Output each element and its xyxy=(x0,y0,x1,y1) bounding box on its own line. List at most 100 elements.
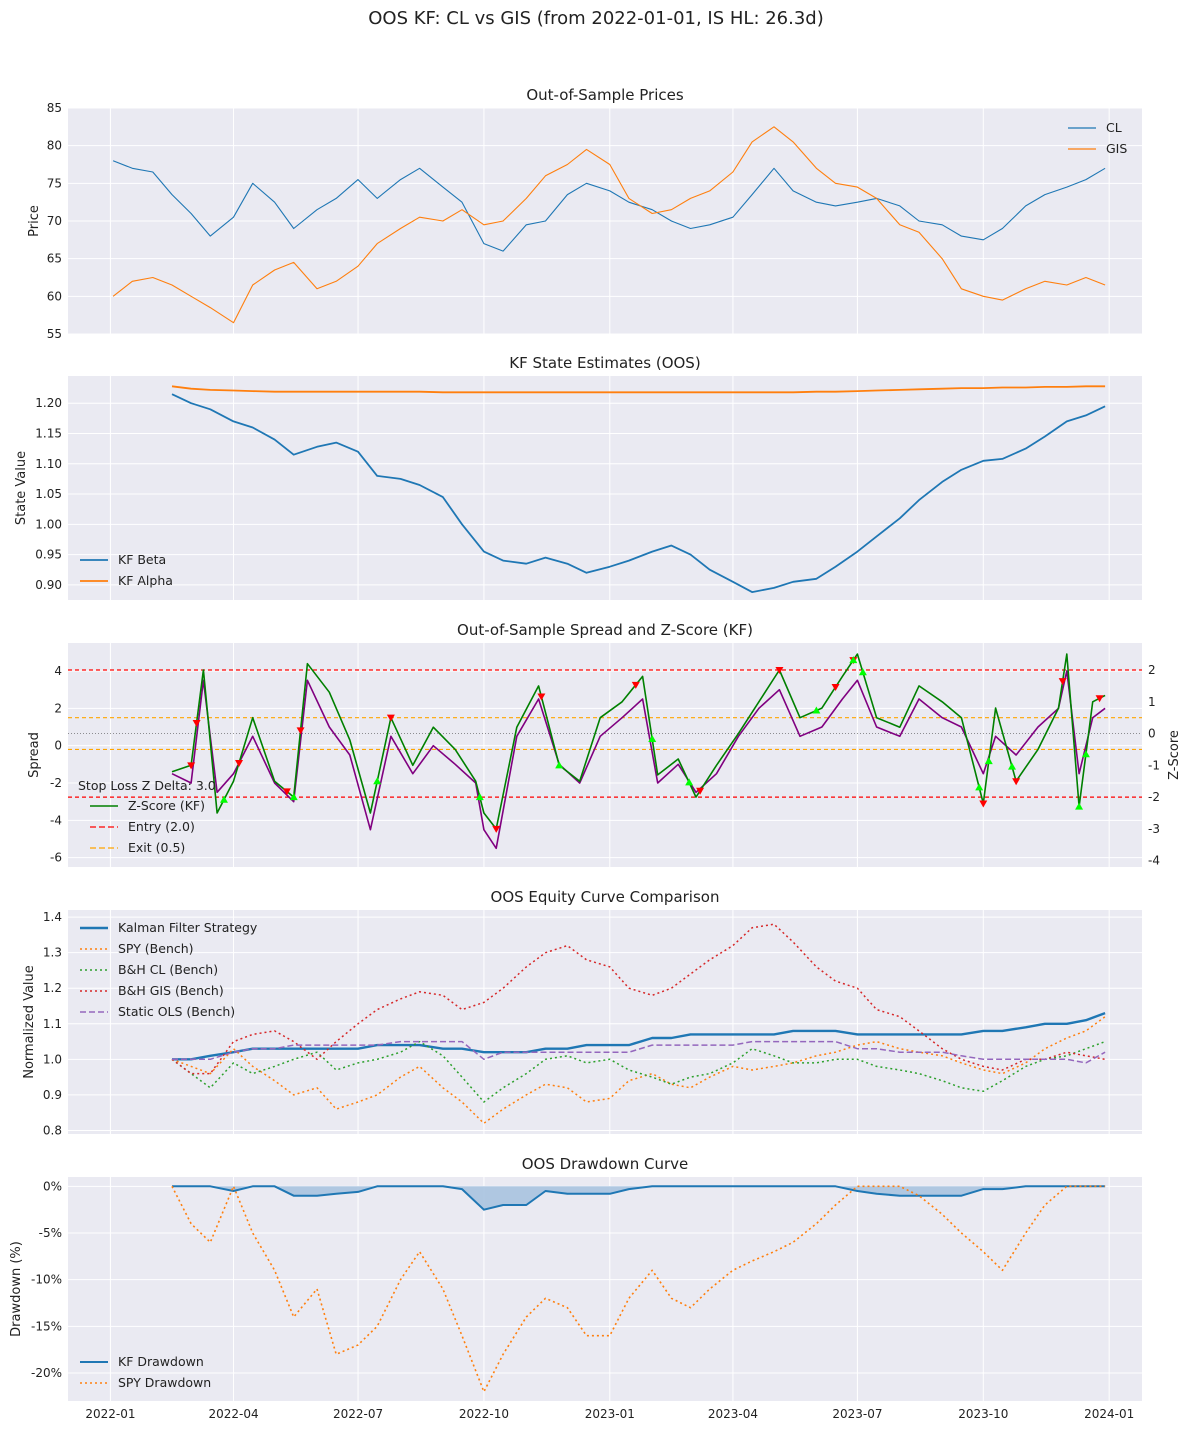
exit-marker xyxy=(648,735,657,743)
series-line-4 xyxy=(172,1040,1106,1064)
y-tick-label: -5% xyxy=(39,1226,62,1240)
legend-label: Exit (0.5) xyxy=(128,840,185,855)
x-tick-label: 2022-07 xyxy=(333,1407,383,1421)
y-right-tick-label: -2 xyxy=(1148,790,1160,804)
y-tick-label: 75 xyxy=(47,176,62,190)
y-axis-label: Normalized Value xyxy=(22,965,37,1079)
y-tick-label: 1.05 xyxy=(35,487,62,501)
series-line-0 xyxy=(172,1011,1106,1061)
exit-marker xyxy=(289,793,298,801)
entry-marker xyxy=(386,714,395,722)
exit-marker xyxy=(373,777,382,785)
y-tick-label: 0.95 xyxy=(35,548,62,562)
legend-label: B&H GIS (Bench) xyxy=(118,983,224,998)
exit-marker xyxy=(219,795,228,803)
y-tick-label: 1.15 xyxy=(35,427,62,441)
entry-marker xyxy=(1012,778,1021,786)
entry-marker xyxy=(979,800,988,808)
y-tick-label: 1.4 xyxy=(43,910,62,924)
panel-3: Out-of-Sample Spread and Z-Score (KF) -6 -… xyxy=(27,621,1182,868)
exit-marker xyxy=(1075,802,1084,810)
panel-2: KF State Estimates (OOS) 0.90 0.95 1.00 1.05… xyxy=(14,354,1142,600)
y-tick-label: 80 xyxy=(47,139,62,153)
legend-title: Stop Loss Z Delta: 3.0 xyxy=(78,778,216,793)
y-right-tick-label: 2 xyxy=(1148,663,1156,677)
series-line-kf-drawdown xyxy=(172,1185,1106,1211)
exit-marker xyxy=(849,656,858,664)
figure-title: OOS KF: CL vs GIS (from 2022-01-01, IS H… xyxy=(368,8,824,29)
series-line-kf-alpha xyxy=(171,385,1106,394)
legend-label: KF Alpha xyxy=(118,573,173,588)
x-tick-label: 2023-07 xyxy=(832,1407,882,1421)
y-right-tick-label: -1 xyxy=(1148,758,1160,772)
exit-marker xyxy=(812,706,821,714)
y-tick-label: -15% xyxy=(31,1319,62,1333)
exit-marker xyxy=(984,757,993,765)
y-right-tick-label: -3 xyxy=(1148,822,1160,836)
x-tick-label: 2022-10 xyxy=(459,1407,509,1421)
y-right-tick-label: 0 xyxy=(1148,727,1156,741)
panel-4: OOS Equity Curve Comparison 0.8 0.9 1.0 1.1 1… xyxy=(22,888,1142,1137)
y-right-axis-label: Z-Score xyxy=(1167,730,1182,780)
exit-marker xyxy=(555,761,564,769)
y-tick-label: 1.2 xyxy=(43,981,62,995)
exit-marker xyxy=(858,668,867,676)
exit-marker xyxy=(685,778,694,786)
entry-marker xyxy=(192,719,201,727)
y-axis-label: State Value xyxy=(14,451,29,525)
y-tick-label: 55 xyxy=(47,327,62,341)
exit-marker xyxy=(475,793,484,801)
legend-label: GIS xyxy=(1106,141,1127,156)
panel-title: OOS Drawdown Curve xyxy=(522,1155,689,1173)
exit-marker xyxy=(1008,762,1017,770)
plot-area xyxy=(68,1177,1142,1401)
y-tick-label: 1.10 xyxy=(35,457,62,471)
y-tick-label: 0% xyxy=(43,1179,62,1193)
y-tick-label: 1.00 xyxy=(35,517,62,531)
y-tick-label: -6 xyxy=(50,851,62,865)
legend-label: B&H CL (Bench) xyxy=(118,962,218,977)
entry-marker xyxy=(696,787,705,795)
y-axis-label: Drawdown (%) xyxy=(9,1241,24,1337)
entry-marker xyxy=(1095,695,1104,703)
y-tick-label: 1.0 xyxy=(43,1052,62,1066)
entry-marker xyxy=(537,693,546,701)
entry-marker xyxy=(831,683,840,691)
entry-marker xyxy=(492,825,501,833)
series-line-kf-beta xyxy=(171,393,1106,593)
entry-marker xyxy=(282,788,291,796)
panel-title: Out-of-Sample Prices xyxy=(526,86,684,104)
legend-label: KF Drawdown xyxy=(118,1354,204,1369)
y-tick-label: 1.20 xyxy=(35,396,62,410)
legend-label: Z-Score (KF) xyxy=(128,798,205,813)
series-line-1 xyxy=(171,1016,1106,1125)
y-tick-label: 65 xyxy=(47,252,62,266)
series-line-gis xyxy=(112,126,1106,324)
x-tick-label: 2023-01 xyxy=(585,1407,635,1421)
series-line-spy-drawdown xyxy=(171,1185,1106,1393)
x-tick-label: 2023-04 xyxy=(708,1407,758,1421)
panel-1: Out-of-Sample Prices 55 60 65 70 75 80 85 Price C… xyxy=(27,86,1142,341)
y-tick-label: -10% xyxy=(31,1273,62,1287)
x-tick-label: 2023-10 xyxy=(958,1407,1008,1421)
y-tick-label: 2 xyxy=(54,701,62,715)
plot-area xyxy=(68,376,1142,600)
entry-marker xyxy=(296,727,305,735)
y-tick-label: 0.9 xyxy=(43,1088,62,1102)
panel-5: OOS Drawdown Curve 0% -5% -10% -15% -20% Drawd… xyxy=(9,1155,1142,1421)
series-line-cl xyxy=(112,160,1106,252)
entry-marker xyxy=(1058,678,1067,686)
series-line-spread xyxy=(171,670,1106,850)
y-tick-label: 60 xyxy=(47,289,62,303)
y-axis-label: Price xyxy=(27,205,42,237)
y-tick-label: 0.90 xyxy=(35,578,62,592)
y-right-tick-label: -4 xyxy=(1148,854,1160,868)
legend-label: Kalman Filter Strategy xyxy=(118,920,258,935)
y-tick-label: 1.3 xyxy=(43,946,62,960)
plot-area xyxy=(68,643,1142,867)
y-axis-label: Spread xyxy=(27,732,42,778)
x-tick-label: 2022-01 xyxy=(85,1407,135,1421)
y-tick-label: 85 xyxy=(47,101,62,115)
entry-marker xyxy=(235,760,244,768)
legend-label: Entry (2.0) xyxy=(128,819,195,834)
